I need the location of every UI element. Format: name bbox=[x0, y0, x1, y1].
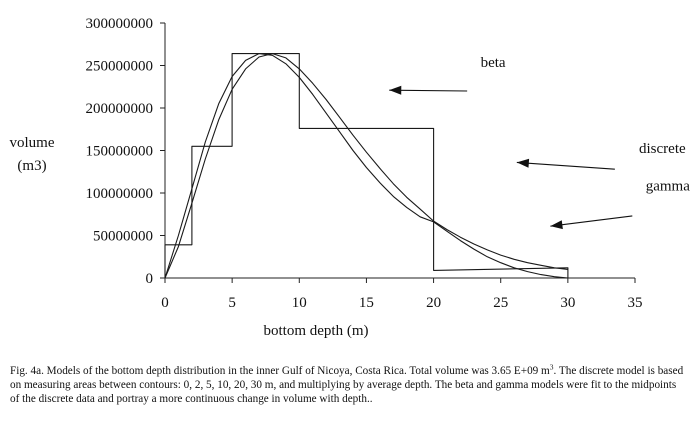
x-tick-label: 0 bbox=[161, 295, 169, 311]
x-tick-label: 35 bbox=[628, 295, 643, 311]
x-tick-label: 15 bbox=[359, 295, 374, 311]
y-axis-label-line2: (m3) bbox=[17, 158, 46, 174]
x-tick-label: 25 bbox=[493, 295, 508, 311]
x-tick-label: 10 bbox=[292, 295, 307, 311]
arrow-gamma bbox=[550, 215, 633, 227]
chart: 0 5 10 15 20 25 30 35 0 50000000 100000000 15000000… bbox=[10, 16, 691, 339]
x-tick-label: 5 bbox=[228, 295, 236, 311]
label-discrete: discrete bbox=[639, 141, 686, 157]
tick-labels: 0 5 10 15 20 25 30 35 0 50000000 100000000 15000000… bbox=[86, 16, 643, 311]
series-beta bbox=[164, 53, 568, 279]
caption-text-2: . The discrete model is based on measuri… bbox=[10, 365, 684, 405]
x-tick-label: 30 bbox=[560, 295, 575, 311]
x-axis-label: bottom depth (m) bbox=[264, 323, 369, 339]
label-gamma: gamma bbox=[646, 178, 690, 194]
annotations: beta discrete gamma bbox=[389, 55, 690, 230]
y-axis-label-line1: volume bbox=[10, 135, 55, 151]
arrowhead-discrete bbox=[516, 158, 530, 168]
arrow-discrete bbox=[516, 161, 615, 170]
y-tick-label: 300000000 bbox=[86, 16, 154, 32]
series-gamma bbox=[164, 53, 568, 279]
y-tick-label: 150000000 bbox=[86, 144, 154, 160]
caption-superscript: 3 bbox=[549, 362, 554, 372]
arrowhead-beta bbox=[389, 85, 402, 95]
label-beta: beta bbox=[481, 55, 506, 71]
y-tick-label: 0 bbox=[146, 271, 154, 287]
x-tick-label: 20 bbox=[426, 295, 441, 311]
figure-caption: Fig. 4a. Models of the bottom depth dist… bbox=[10, 362, 686, 406]
axes bbox=[160, 22, 636, 283]
series-discrete bbox=[164, 53, 569, 278]
y-tick-label: 100000000 bbox=[86, 186, 154, 202]
y-tick-label: 50000000 bbox=[93, 229, 153, 245]
y-tick-label: 250000000 bbox=[86, 59, 154, 75]
arrowhead-gamma bbox=[550, 220, 563, 230]
arrow-beta bbox=[389, 89, 468, 92]
series-lines bbox=[164, 53, 569, 279]
caption-text-1: Fig. 4a. Models of the bottom depth dist… bbox=[10, 365, 550, 377]
y-tick-label: 200000000 bbox=[86, 101, 154, 117]
